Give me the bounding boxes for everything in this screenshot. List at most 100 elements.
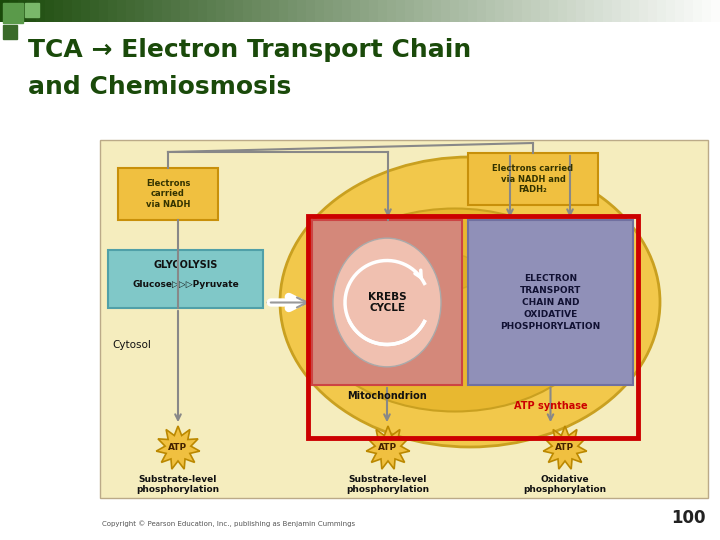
Bar [324,0,334,22]
Bar [414,0,424,22]
Ellipse shape [280,157,660,447]
Ellipse shape [307,208,602,411]
Bar [567,0,577,22]
Bar [621,0,631,22]
Bar [144,0,154,22]
Bar [540,0,550,22]
Text: ATP synthase: ATP synthase [513,401,588,411]
Bar [308,216,638,438]
Bar [702,0,712,22]
Bar [468,220,633,385]
Text: TCA → Electron Transport Chain: TCA → Electron Transport Chain [28,38,472,62]
Bar [135,0,145,22]
Bar [252,0,262,22]
Bar [549,0,559,22]
Bar [576,0,586,22]
Text: Cytosol: Cytosol [112,340,151,350]
Bar [63,0,73,22]
Bar [441,0,451,22]
Bar [378,0,388,22]
Bar [108,0,118,22]
Text: Electrons
carried
via NADH: Electrons carried via NADH [146,179,190,209]
Bar [342,0,352,22]
Bar [693,0,703,22]
Polygon shape [156,426,199,469]
Bar [72,0,82,22]
Text: Oxidative
phosphorylation: Oxidative phosphorylation [523,475,606,495]
Bar [3,3,23,23]
Bar [18,0,28,22]
Text: Electrons carried
via NADH and
FADH₂: Electrons carried via NADH and FADH₂ [492,164,574,194]
Bar [450,0,460,22]
Text: Substrate-level
phosphorylation: Substrate-level phosphorylation [136,475,220,495]
Bar [54,0,64,22]
Bar [468,153,598,205]
Bar [423,0,433,22]
Bar [360,0,370,22]
Bar [405,0,415,22]
Ellipse shape [333,238,441,367]
Bar [531,0,541,22]
Text: ATP: ATP [379,443,397,453]
Bar [387,0,397,22]
Bar [333,0,343,22]
Bar [171,0,181,22]
Polygon shape [543,426,587,469]
Ellipse shape [420,254,480,290]
Bar [432,0,442,22]
Bar [90,0,100,22]
Bar [243,0,253,22]
Bar [495,0,505,22]
Bar [0,0,10,22]
Text: Copyright © Pearson Education, Inc., publishing as Benjamin Cummings: Copyright © Pearson Education, Inc., pub… [102,521,355,527]
Bar [234,0,244,22]
Bar [558,0,568,22]
Bar [9,0,19,22]
Bar [711,0,720,22]
Bar [675,0,685,22]
Text: and Chemiosmosis: and Chemiosmosis [28,75,292,99]
Bar [162,0,172,22]
Bar [45,0,55,22]
Bar [261,0,271,22]
Text: Substrate-level
phosphorylation: Substrate-level phosphorylation [346,475,430,495]
Bar [306,0,316,22]
Bar [315,0,325,22]
Bar [153,0,163,22]
Bar [279,0,289,22]
Bar [288,0,298,22]
Bar [477,0,487,22]
Bar [117,0,127,22]
Bar [585,0,595,22]
Bar [351,0,361,22]
Text: KREBS
CYCLE: KREBS CYCLE [368,292,406,313]
Bar [99,0,109,22]
Ellipse shape [410,320,450,344]
Bar [108,250,263,308]
Bar [126,0,136,22]
Bar [270,0,280,22]
Bar [396,0,406,22]
Bar [369,0,379,22]
Text: Glucose▷▷▷Pyruvate: Glucose▷▷▷Pyruvate [132,280,239,289]
Bar [594,0,604,22]
Bar [684,0,694,22]
Bar [216,0,226,22]
Bar [666,0,676,22]
Bar [198,0,208,22]
Text: Mitochondrion: Mitochondrion [347,391,427,401]
Bar [81,0,91,22]
Bar [639,0,649,22]
Bar [630,0,640,22]
Bar [603,0,613,22]
Bar [207,0,217,22]
Bar [118,168,218,220]
Bar [312,220,462,385]
Bar [297,0,307,22]
Bar [648,0,658,22]
Polygon shape [366,426,410,469]
Bar [459,0,469,22]
Bar [486,0,496,22]
Bar [3,25,17,39]
Bar [189,0,199,22]
